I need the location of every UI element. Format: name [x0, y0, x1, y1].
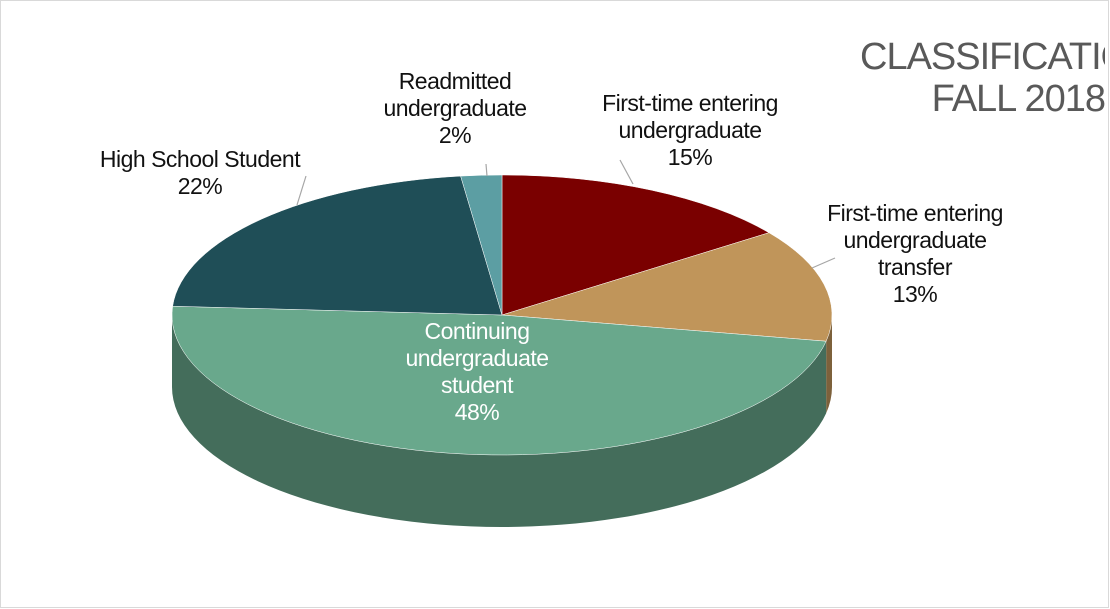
value-label: 2%: [438, 122, 472, 148]
slice-label: Readmitted undergraduate 2%: [355, 68, 555, 149]
category-label: First-time entering undergraduate transf…: [827, 200, 1003, 280]
leader-line: [296, 175, 307, 206]
slice: [172, 175, 503, 316]
slice-label: First-time entering undergraduate 15%: [590, 90, 790, 171]
slice: [501, 232, 833, 342]
category-label: High School Student: [99, 146, 301, 172]
slice-label: High School Student 22%: [85, 146, 315, 200]
pie: [171, 174, 833, 527]
leader-line: [619, 159, 634, 185]
value-label: 48%: [454, 399, 500, 425]
title-box: CLASSIFICATION FALL 2018: [860, 36, 1105, 120]
slice-label: Continuing undergraduate student 48%: [377, 318, 577, 426]
leader-line: [811, 257, 836, 269]
category-label: Readmitted undergraduate: [383, 68, 527, 121]
slice: [501, 174, 770, 316]
leader-line: [485, 163, 488, 177]
value-label: 13%: [892, 281, 938, 307]
slice-side: [172, 315, 827, 527]
value-label: 22%: [177, 173, 223, 199]
category-label: First-time entering undergraduate: [602, 90, 778, 143]
slice-label-box: First-time entering undergraduate transf…: [805, 200, 1025, 308]
slice: [171, 305, 827, 456]
slice-side: [826, 315, 832, 414]
category-label: Continuing undergraduate student: [405, 318, 549, 398]
chart-title: CLASSIFICATION FALL 2018: [860, 36, 1105, 120]
value-label: 15%: [667, 144, 713, 170]
slice-label: First-time entering undergraduate transf…: [805, 200, 1025, 308]
slice: [460, 174, 503, 316]
